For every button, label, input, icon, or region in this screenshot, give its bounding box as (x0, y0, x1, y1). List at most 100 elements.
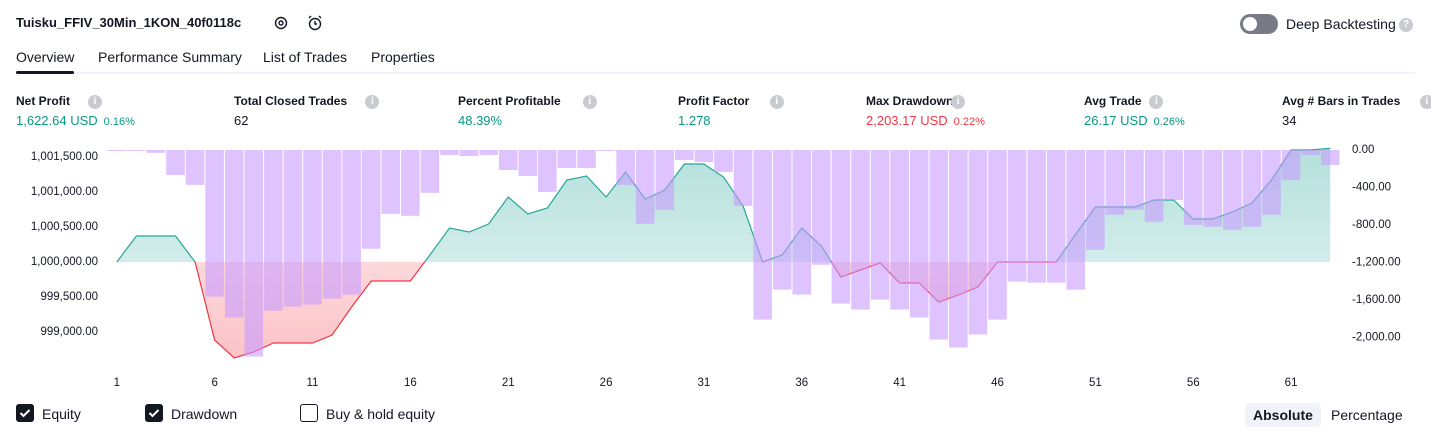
x-tick-label: 61 (1285, 377, 1298, 389)
metric-number: 26.17 USD (1084, 113, 1148, 128)
legend-label: Drawdown (171, 406, 238, 422)
x-tick-label: 11 (307, 377, 319, 389)
drawdown-bar (635, 150, 655, 224)
drawdown-bar (909, 150, 929, 318)
drawdown-bar (1066, 150, 1086, 290)
metric-value: 62 (234, 113, 248, 128)
drawdown-bar (870, 150, 890, 300)
y-tick-label: 999,000.00 (40, 326, 98, 338)
drawdown-bar (655, 150, 675, 210)
info-icon[interactable]: i (951, 95, 966, 109)
toggle-label: Deep Backtesting (1286, 16, 1396, 32)
equity-line-negative (116, 262, 1057, 359)
tab[interactable]: Performance Summary (98, 49, 242, 65)
drawdown-bar (146, 150, 166, 153)
drawdown-bar (1242, 150, 1262, 227)
drawdown-bar (988, 150, 1007, 320)
metric-label: Avg # Bars in Trades (1282, 94, 1401, 108)
drawdown-bar (205, 150, 224, 297)
strategy-title: Tuisku_FFIV_30Min_1KON_40f0118c (16, 15, 242, 30)
checkbox[interactable] (300, 404, 318, 422)
x-tick-label: 21 (502, 377, 515, 389)
x-tick-label: 41 (893, 377, 906, 389)
drawdown-bar (401, 150, 420, 216)
y2-tick-label: -1,600.00 (1352, 294, 1401, 306)
metric-percent: 0.26% (1153, 116, 1185, 128)
metric-label: Avg Trade (1084, 94, 1142, 108)
y2-tick-label: -1,200.00 (1352, 257, 1401, 269)
info-icon[interactable]: i (88, 95, 102, 109)
drawdown-bar (361, 150, 381, 249)
tab[interactable]: Properties (371, 49, 435, 65)
metric-number: 1,622.64 USD (16, 113, 98, 128)
drawdown-bar (557, 150, 577, 168)
metric-label: Max Drawdown (866, 94, 954, 108)
x-tick-label: 1 (114, 377, 120, 389)
metric-percent: 0.16% (103, 116, 135, 128)
metric-value: 1,622.64 USD 0.16% (16, 113, 135, 128)
metric-number: 1.278 (678, 113, 711, 128)
y-tick-label: 1,000,500.00 (31, 221, 98, 233)
checkbox[interactable] (16, 404, 34, 422)
y2-tick-label: -400.00 (1352, 182, 1391, 194)
legend-label: Equity (42, 406, 81, 422)
drawdown-bar (322, 150, 342, 299)
metric-number: 2,203.17 USD (866, 113, 948, 128)
metric-number: 62 (234, 113, 249, 128)
x-tick-label: 31 (698, 377, 711, 389)
drawdown-bar (714, 150, 733, 172)
help-icon[interactable]: ? (1399, 18, 1413, 32)
info-icon[interactable]: i (1149, 95, 1164, 109)
info-icon[interactable]: i (769, 95, 784, 109)
check (148, 409, 160, 418)
drawdown-bar (518, 150, 538, 176)
alert-icon[interactable] (307, 15, 323, 31)
drawdown-bar (244, 150, 264, 357)
drawdown-bar (792, 150, 812, 295)
checkbox[interactable] (145, 404, 163, 422)
drawdown-bar (1125, 150, 1144, 210)
drawdown-bar (479, 150, 498, 155)
info-icon[interactable]: i (1420, 95, 1431, 109)
info-icon[interactable]: i (365, 95, 380, 109)
mode-button[interactable]: Absolute (1245, 403, 1321, 427)
metric-value: 2,203.17 USD 0.22% (866, 113, 985, 128)
drawdown-bar (929, 150, 949, 340)
x-tick-label: 46 (991, 377, 1004, 389)
chart: 999,000.00 999,500.00 1,000,000.00 1,000,50… (31, 144, 1401, 389)
deep-backtesting-toggle[interactable] (1240, 14, 1278, 34)
drawdown-bar (968, 150, 988, 335)
x-tick-label: 56 (1187, 377, 1200, 389)
tab[interactable]: List of Trades (263, 49, 348, 65)
drawdown-bar (1301, 150, 1320, 155)
info-icon[interactable]: i (582, 95, 597, 109)
drawdown-bar (166, 150, 185, 175)
drawdown-bar (1046, 150, 1066, 283)
y-tick-label: 1,001,500.00 (31, 151, 98, 163)
drawdown-bar (694, 150, 714, 162)
drawdown-bar (1203, 150, 1223, 227)
drawdown-bar (538, 150, 557, 192)
x-tick-label: 16 (404, 377, 417, 389)
drawdown-bar (283, 150, 303, 307)
drawdown-bar (949, 150, 968, 348)
mode-button[interactable]: Percentage (1331, 407, 1403, 423)
x-tick-label: 26 (600, 377, 613, 389)
tab-indicator (16, 71, 74, 74)
drawdown-bar (577, 150, 596, 168)
drawdown-bar (342, 150, 361, 295)
x-tick-label: 51 (1089, 377, 1102, 389)
metric-value: 26.17 USD 0.26% (1084, 113, 1185, 128)
metric-percent: 0.22% (953, 116, 985, 128)
metric-label: Net Profit (16, 94, 70, 108)
settings-icon[interactable] (273, 15, 289, 31)
metric-label: Profit Factor (678, 94, 750, 108)
tab[interactable]: Overview (16, 49, 75, 65)
drawdown-bar (753, 150, 772, 320)
drawdown-bar (851, 150, 870, 310)
metric-number: 34 (1282, 113, 1297, 128)
drawdown-bar (107, 150, 127, 151)
y-tick-label: 999,500.00 (40, 291, 98, 303)
y-tick-label: 1,001,000.00 (31, 186, 98, 198)
